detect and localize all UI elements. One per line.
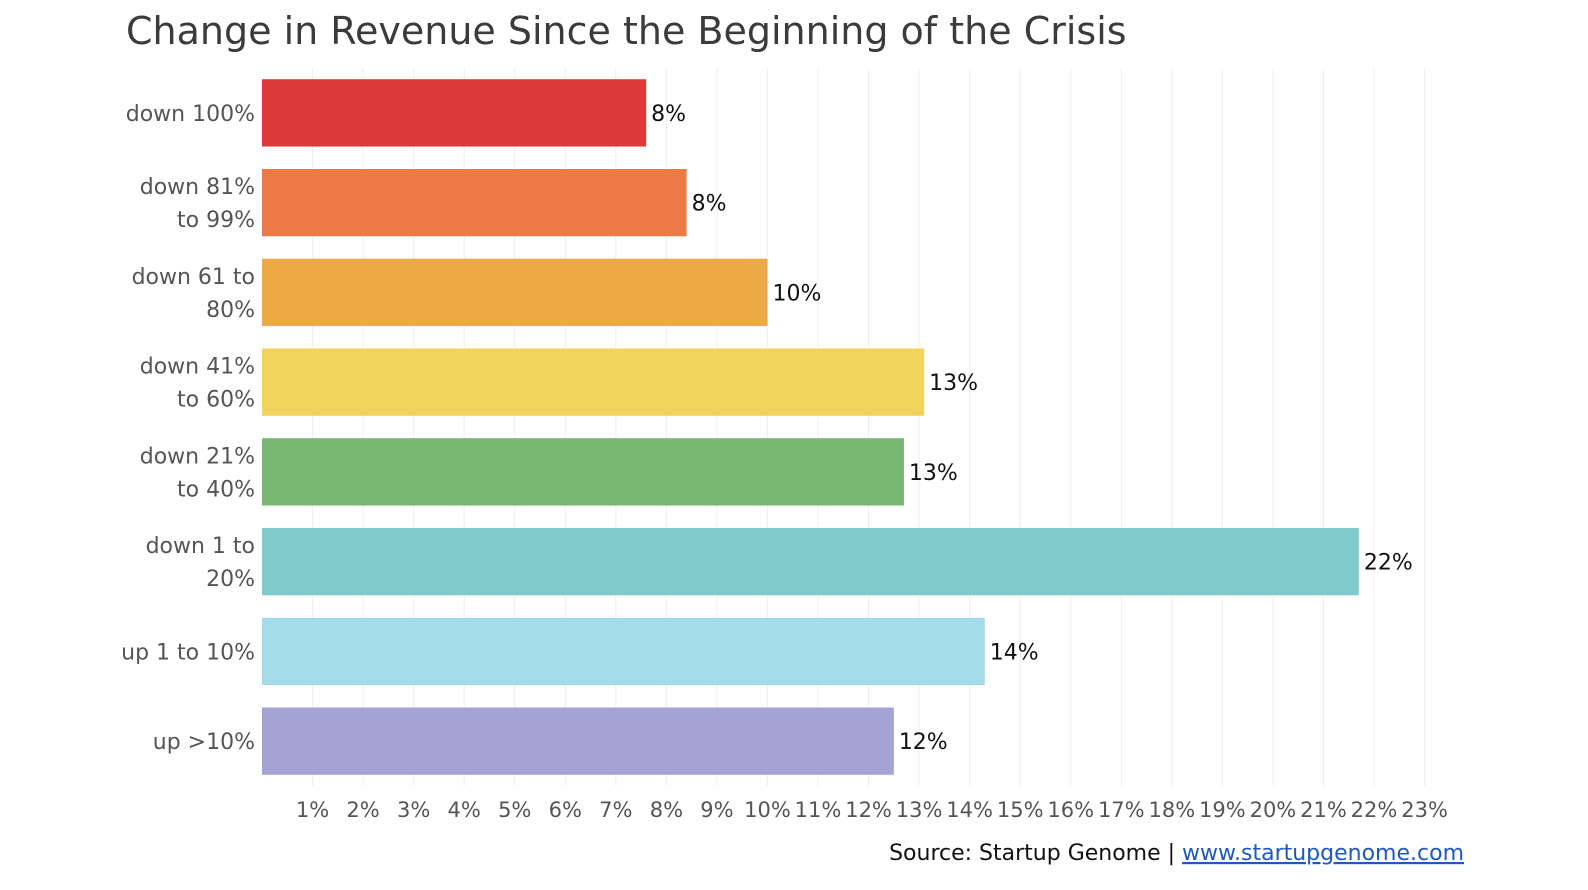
category-labels: down 100% down 81% to 99% down 61 to 80% down… — [121, 102, 255, 755]
x-tick-label: 23% — [1401, 798, 1448, 822]
category-label: 80% — [206, 298, 255, 323]
x-tick-label: 16% — [1047, 798, 1094, 822]
x-tick-label: 4% — [448, 798, 481, 822]
data-label: 22% — [1364, 551, 1413, 576]
x-tick-label: 18% — [1148, 798, 1195, 822]
bar — [262, 79, 647, 147]
bar — [262, 258, 768, 327]
x-tick-label: 6% — [549, 798, 582, 822]
x-tick-label: 22% — [1351, 798, 1398, 822]
x-tick-label: 7% — [599, 798, 632, 822]
data-label: 14% — [990, 640, 1039, 665]
data-label: 13% — [929, 371, 978, 396]
source-text: Source: Startup Genome | — [889, 841, 1182, 866]
x-tick-label: 2% — [346, 798, 379, 822]
x-tick-label: 8% — [650, 798, 683, 822]
x-tick-label: 13% — [896, 798, 943, 822]
x-tick-label: 11% — [795, 798, 842, 822]
x-tick-label: 17% — [1098, 798, 1145, 822]
x-tick-label: 20% — [1250, 798, 1297, 822]
chart-title: Change in Revenue Since the Beginning of… — [126, 9, 1127, 53]
data-label: 12% — [899, 730, 948, 755]
data-label: 10% — [772, 281, 821, 306]
category-label: down 1 to — [146, 534, 255, 559]
bar — [262, 527, 1359, 596]
x-axis-ticks: 1% 2% 3% 4% 5% 6% 7% 8% 9% 10% 11% 12% 13% 14% 15% 16% 1… — [296, 798, 1448, 822]
category-label: to 60% — [177, 388, 255, 413]
category-label: 20% — [206, 567, 255, 592]
category-label: down 61 to — [132, 265, 255, 290]
category-label: to 99% — [177, 208, 255, 233]
x-tick-label: 5% — [498, 798, 531, 822]
x-tick-label: 1% — [296, 798, 329, 822]
bars: 8% 8% 10% 13% 13% 22% 14% 12% — [262, 79, 1413, 775]
source-link[interactable]: www.startupgenome.com — [1182, 841, 1464, 866]
source-line: Source: Startup Genome | www.startupgeno… — [889, 841, 1464, 866]
x-tick-label: 12% — [845, 798, 892, 822]
data-label: 8% — [692, 192, 727, 217]
data-label: 13% — [909, 461, 958, 486]
x-tick-label: 10% — [744, 798, 791, 822]
category-label: down 21% — [140, 444, 255, 469]
bar — [262, 438, 904, 506]
x-tick-label: 9% — [700, 798, 733, 822]
bar — [262, 707, 894, 775]
bar — [262, 348, 925, 416]
category-label: up 1 to 10% — [121, 640, 255, 665]
x-tick-label: 19% — [1199, 798, 1246, 822]
data-label: 8% — [651, 102, 686, 127]
category-label: up >10% — [153, 730, 255, 755]
x-tick-label: 21% — [1300, 798, 1347, 822]
bar — [262, 617, 985, 686]
category-label: to 40% — [177, 477, 255, 502]
bar — [262, 168, 687, 237]
category-label: down 41% — [140, 355, 255, 380]
x-tick-label: 3% — [397, 798, 430, 822]
category-label: down 81% — [140, 175, 255, 200]
x-tick-label: 15% — [997, 798, 1044, 822]
x-tick-label: 14% — [946, 798, 993, 822]
category-label: down 100% — [126, 102, 255, 127]
